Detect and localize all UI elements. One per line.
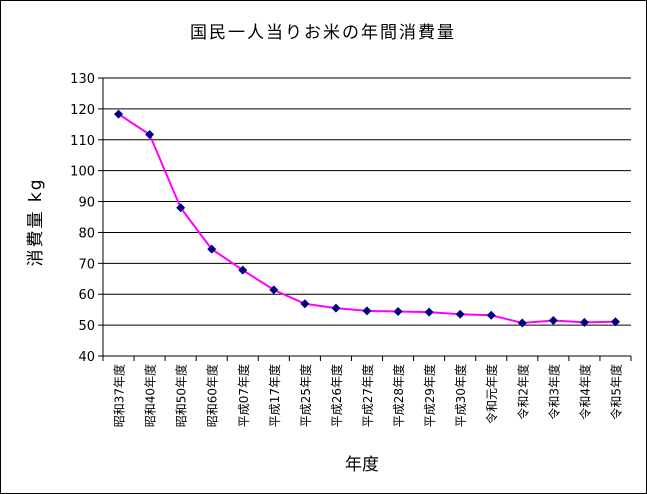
x-tick-label: 平成26年度 <box>329 364 344 427</box>
chart-title: 国民一人当りお米の年間消費量 <box>190 23 456 43</box>
x-tick-label: 平成27年度 <box>360 364 375 427</box>
data-point <box>362 306 372 316</box>
y-axis-ticks: 40 50 60 70 80 90 100 110 120 130 <box>70 72 103 365</box>
data-point <box>114 109 124 119</box>
y-tick-label: 40 <box>78 350 95 365</box>
x-tick-label: 令和元年度 <box>484 364 499 424</box>
data-point <box>548 315 558 325</box>
gridlines <box>103 77 631 326</box>
data-point <box>331 303 341 313</box>
x-tick-label: 平成30年度 <box>453 364 468 427</box>
x-tick-label: 平成25年度 <box>298 364 313 427</box>
data-point <box>269 285 279 295</box>
data-point <box>207 244 217 254</box>
y-tick-label: 60 <box>78 288 95 303</box>
x-axis-ticks: 昭和37年度 昭和40年度 昭和50年度 昭和60年度 平成07年度 平成17年度 平成25… <box>102 356 632 427</box>
x-tick-label: 平成17年度 <box>267 364 282 427</box>
data-point <box>610 317 620 327</box>
y-tick-label: 50 <box>78 319 95 334</box>
x-tick-label: 令和5年度 <box>608 364 623 420</box>
x-tick-label: 平成29年度 <box>422 364 437 427</box>
data-point <box>176 203 186 213</box>
data-point <box>145 130 155 140</box>
x-tick-label: 昭和50年度 <box>174 364 189 427</box>
y-tick-label: 110 <box>70 134 95 149</box>
data-point <box>424 307 434 317</box>
y-tick-label: 70 <box>78 257 95 272</box>
data-point <box>455 309 465 319</box>
y-tick-label: 80 <box>78 226 95 241</box>
x-tick-label: 平成07年度 <box>236 364 251 427</box>
y-axis-label: 消費量 kg <box>26 177 46 266</box>
y-tick-label: 120 <box>70 103 95 118</box>
y-tick-label: 100 <box>70 165 95 180</box>
data-point <box>517 318 527 328</box>
x-tick-label: 昭和60年度 <box>205 364 220 427</box>
data-point <box>393 307 403 317</box>
y-tick-label: 130 <box>70 72 95 87</box>
data-point <box>300 299 310 309</box>
y-tick-label: 90 <box>78 196 95 211</box>
x-tick-label: 令和3年度 <box>546 364 561 420</box>
x-tick-label: 令和4年度 <box>577 364 592 420</box>
data-markers <box>114 109 620 328</box>
x-tick-label: 昭和37年度 <box>112 364 127 427</box>
data-point <box>486 310 496 320</box>
x-tick-label: 昭和40年度 <box>143 364 158 427</box>
series-line <box>117 113 616 324</box>
data-point <box>579 317 589 327</box>
x-axis-label: 年度 <box>345 455 379 475</box>
x-tick-label: 令和2年度 <box>515 364 530 420</box>
data-point <box>238 265 248 275</box>
x-tick-label: 平成28年度 <box>391 364 406 427</box>
